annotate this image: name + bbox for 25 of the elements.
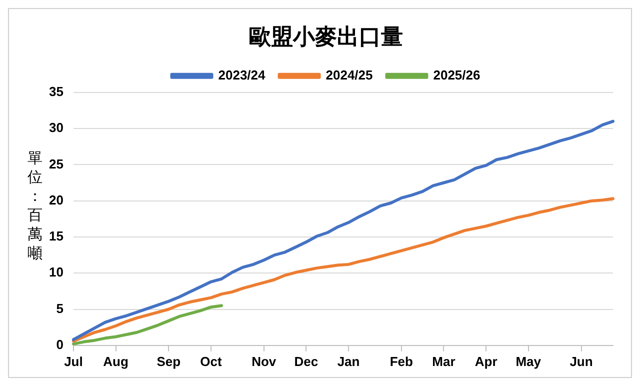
x-tick-label: May: [516, 354, 542, 369]
y-tick-label: 25: [48, 156, 64, 172]
x-tick-label: Sep: [156, 354, 181, 369]
y-tick-label: 5: [56, 300, 64, 316]
x-tick-label: Oct: [200, 354, 222, 369]
x-tick-label: Dec: [294, 354, 318, 369]
x-tick-label: Jun: [570, 354, 593, 369]
x-tick-label: Mar: [432, 354, 456, 369]
y-tick-label: 0: [56, 336, 64, 352]
x-tick-label: Jan: [337, 354, 360, 369]
y-axis-title: 單位：百萬噸: [26, 149, 44, 263]
y-tick-label: 35: [48, 84, 64, 99]
y-tick-label: 10: [48, 264, 64, 280]
y-tick-label: 20: [48, 192, 64, 208]
legend-label: 2023/24: [218, 67, 266, 82]
chart-title: 歐盟小麥出口量: [249, 24, 403, 50]
x-tick-label: Nov: [252, 354, 277, 369]
x-tick-label: Feb: [390, 354, 414, 369]
y-tick-label: 30: [48, 120, 64, 136]
x-tick-label: Aug: [103, 354, 128, 369]
x-tick-label: Apr: [474, 354, 498, 369]
x-tick-label: Jul: [64, 354, 83, 369]
legend-label: 2024/25: [326, 67, 373, 82]
y-tick-label: 15: [48, 228, 64, 244]
legend-label: 2025/26: [433, 67, 480, 82]
